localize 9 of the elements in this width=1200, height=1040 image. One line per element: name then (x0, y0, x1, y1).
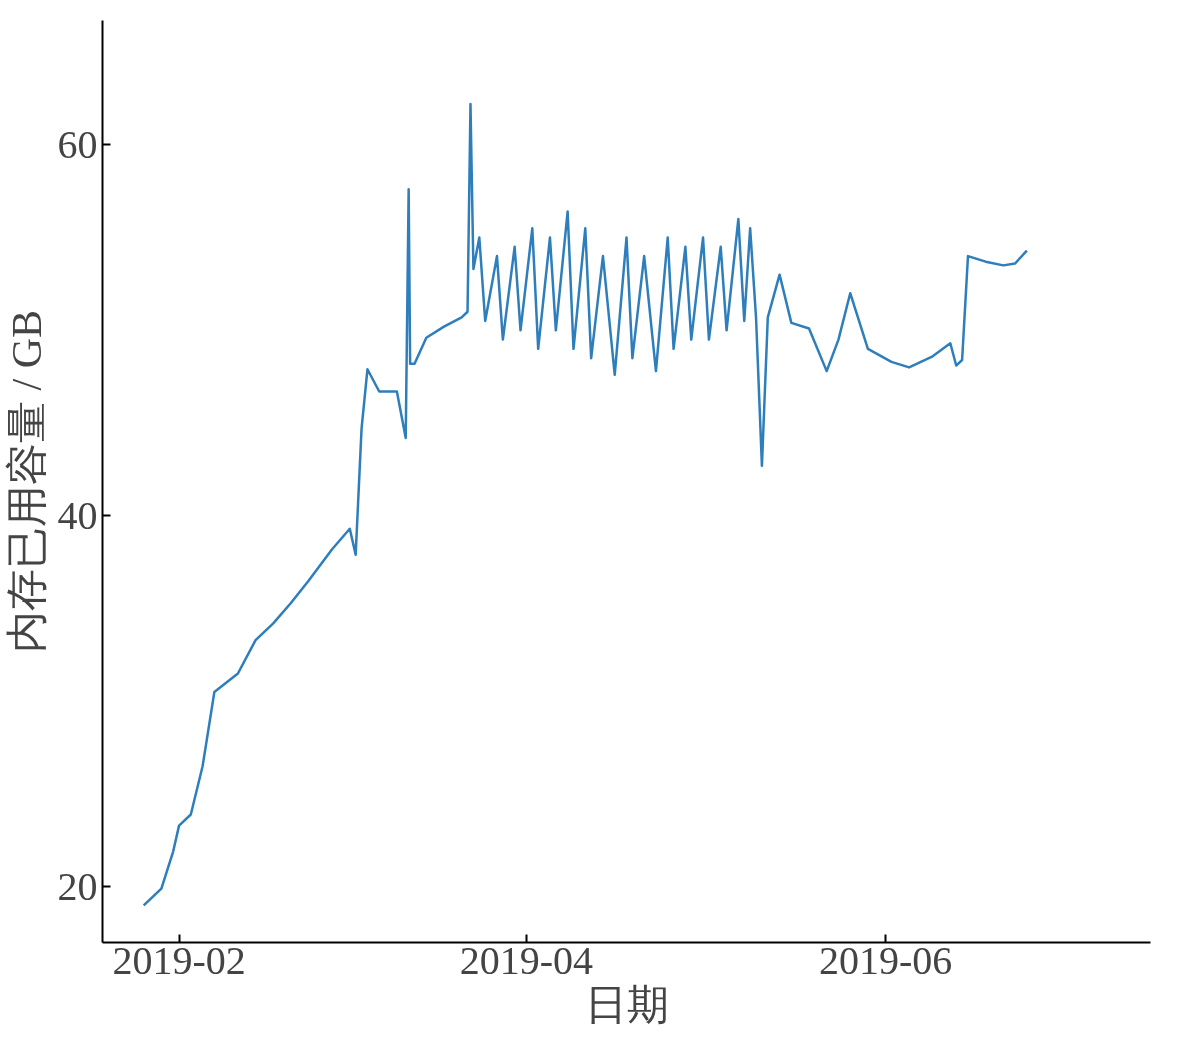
y-tick-label: 20 (57, 863, 98, 909)
x-tick-label: 2019-04 (459, 937, 594, 983)
y-tick-label: 40 (57, 492, 98, 538)
y-tick-label: 60 (57, 121, 98, 167)
x-tick-label: 2019-06 (818, 937, 953, 983)
x-axis-title: 日期 (584, 981, 669, 1028)
line-series (142, 102, 1029, 907)
x-tick-label: 2019-02 (112, 937, 246, 983)
y-axis-title: 内存已用容量 / GB (3, 309, 50, 654)
